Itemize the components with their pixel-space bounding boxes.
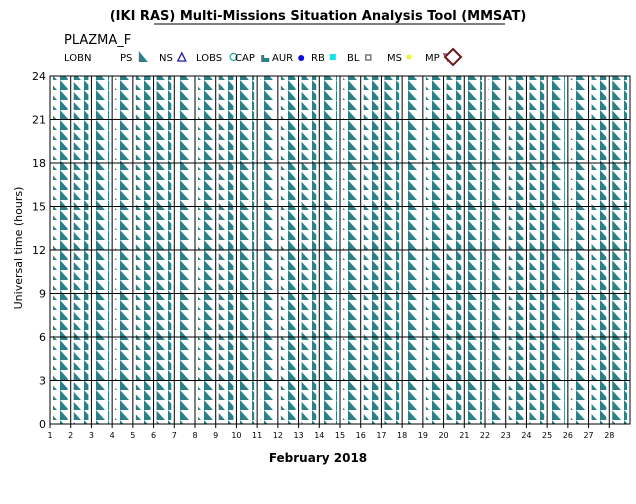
legend-label: PS xyxy=(120,53,132,64)
x-tick-label-15: 15 xyxy=(335,431,345,440)
x-tick-label-6: 6 xyxy=(151,431,156,440)
x-tick-label-1: 1 xyxy=(47,431,52,440)
legend-label: LOBS xyxy=(196,53,222,64)
legend: LOBN PS NS LOBS CAP AUR RB BL MS MP xyxy=(64,47,463,67)
instrument-label: PLAZMA_F xyxy=(64,33,131,48)
y-tick-label-15: 15 xyxy=(32,201,46,214)
plot-frame xyxy=(49,75,631,425)
legend-marker-triangle xyxy=(176,51,187,62)
legend-item-lobn: LOBN xyxy=(64,53,91,64)
x-tick-label-17: 17 xyxy=(376,431,386,440)
y-tick-label-9: 9 xyxy=(39,288,46,301)
legend-label: RB xyxy=(311,53,325,64)
legend-item-aur: AUR xyxy=(272,53,305,64)
x-tick-label-19: 19 xyxy=(418,431,428,440)
legend-item-ms: MS xyxy=(387,53,412,64)
x-tick-label-2: 2 xyxy=(68,431,73,440)
legend-marker-circle xyxy=(229,52,238,62)
x-tick-label-3: 3 xyxy=(89,431,94,440)
y-tick-label-6: 6 xyxy=(39,331,46,344)
x-tick-label-16: 16 xyxy=(356,431,366,440)
legend-label: MP xyxy=(425,53,440,64)
legend-marker-sawtooth xyxy=(138,51,148,62)
legend-item-cap: CAP xyxy=(235,53,270,64)
legend-label: MS xyxy=(387,53,402,64)
x-tick-label-12: 12 xyxy=(273,431,283,440)
legend-marker-small-square xyxy=(365,54,372,61)
x-tick-label-24: 24 xyxy=(521,431,531,440)
legend-label: LOBN xyxy=(64,53,91,64)
y-axis-label: Universal time (hours) xyxy=(12,187,25,310)
x-tick-label-23: 23 xyxy=(501,431,511,440)
legend-item-rb: RB xyxy=(311,53,336,64)
legend-marker-dot xyxy=(298,55,305,61)
legend-label: AUR xyxy=(272,53,293,64)
legend-item-diamond xyxy=(443,47,463,67)
y-tick-label-12: 12 xyxy=(32,244,46,257)
x-axis-label: February 2018 xyxy=(269,451,367,465)
x-tick-label-21: 21 xyxy=(459,431,469,440)
y-tick-label-3: 3 xyxy=(39,375,46,388)
x-tick-label-5: 5 xyxy=(130,431,135,440)
legend-marker-step xyxy=(261,55,270,62)
x-tick-label-13: 13 xyxy=(293,431,303,440)
x-tick-label-22: 22 xyxy=(480,431,490,440)
legend-item-ps: PS xyxy=(120,51,148,64)
x-tick-label-20: 20 xyxy=(438,431,448,440)
chart-title: (IKI RAS) Multi-Missions Situation Analy… xyxy=(110,9,527,24)
x-tick-label-9: 9 xyxy=(213,431,218,440)
x-tick-label-8: 8 xyxy=(192,431,197,440)
x-tick-label-26: 26 xyxy=(563,431,573,440)
x-tick-label-7: 7 xyxy=(172,431,177,440)
legend-label: CAP xyxy=(235,53,255,64)
legend-item-lobs: LOBS xyxy=(196,52,238,64)
x-tick-label-18: 18 xyxy=(397,431,407,440)
y-tick-label-24: 24 xyxy=(32,70,46,83)
y-tick-label-21: 21 xyxy=(32,114,46,127)
legend-item-ns: NS xyxy=(159,51,187,64)
legend-marker-small-dot xyxy=(406,54,412,60)
x-tick-label-11: 11 xyxy=(252,431,262,440)
legend-label: NS xyxy=(159,53,173,64)
x-tick-label-27: 27 xyxy=(583,431,593,440)
y-tick-label-0: 0 xyxy=(39,418,46,431)
y-tick-label-18: 18 xyxy=(32,157,46,170)
legend-label: BL xyxy=(347,53,360,64)
legend-item-bl: BL xyxy=(347,53,372,64)
x-tick-label-14: 14 xyxy=(314,431,324,440)
x-tick-label-25: 25 xyxy=(542,431,552,440)
x-tick-label-10: 10 xyxy=(231,431,241,440)
legend-marker-square xyxy=(329,54,336,60)
x-tick-label-4: 4 xyxy=(110,431,115,440)
legend-marker-diamond xyxy=(443,47,463,67)
x-tick-label-28: 28 xyxy=(604,431,614,440)
